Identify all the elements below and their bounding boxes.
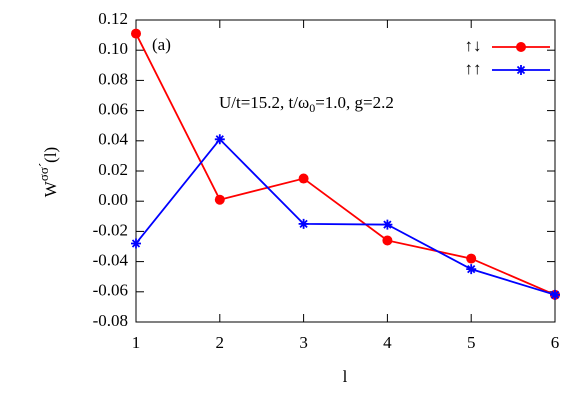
x-tick-label: 2 xyxy=(216,333,225,352)
y-tick-label: -0.04 xyxy=(93,251,129,270)
x-tick-label: 3 xyxy=(299,333,308,352)
y-label-superscript: σσ´ xyxy=(36,163,51,181)
x-axis-label: l xyxy=(343,367,348,386)
marker xyxy=(382,235,393,246)
y-label-tail: (l) xyxy=(41,147,60,163)
y-tick-label: -0.08 xyxy=(93,311,128,330)
marker xyxy=(298,173,309,184)
series-line xyxy=(135,137,556,296)
marker xyxy=(550,289,560,300)
legend-marker xyxy=(516,42,526,52)
marker xyxy=(131,238,141,249)
y-tick-label: 0.02 xyxy=(98,160,128,179)
marker xyxy=(131,28,141,39)
y-tick-label: 0.10 xyxy=(98,39,128,58)
y-tick-label: -0.06 xyxy=(93,281,128,300)
annotation-subscript: 0 xyxy=(309,101,315,115)
y-tick-label: 0.12 xyxy=(98,9,128,28)
y-tick-label: 0.06 xyxy=(98,100,128,119)
marker xyxy=(382,219,393,230)
y-axis-label: Wσσ´(l) xyxy=(36,147,60,197)
marker xyxy=(466,253,477,264)
marker xyxy=(298,218,309,229)
y-tick-label: 0.04 xyxy=(98,130,128,149)
legend-label: ↑↓ xyxy=(465,36,482,55)
panel-label: (a) xyxy=(152,35,171,54)
annotation: U/t=15.2, t/ω0=1.0, g=2.2 xyxy=(219,93,394,115)
y-tick-label: -0.02 xyxy=(93,220,128,239)
x-tick-label: 1 xyxy=(132,333,141,352)
annotation-text: U/t=15.2, t/ω xyxy=(219,93,309,112)
marker xyxy=(214,194,225,205)
x-tick-label: 6 xyxy=(551,333,560,352)
legend-label: ↑↑ xyxy=(465,59,482,78)
x-tick-label: 5 xyxy=(467,333,476,352)
legend-marker xyxy=(516,65,526,75)
series-line xyxy=(135,33,556,296)
x-tick-label: 4 xyxy=(383,333,392,352)
plot-frame xyxy=(135,19,556,323)
marker xyxy=(466,264,477,275)
y-tick-label: 0.00 xyxy=(98,190,128,209)
annotation-text: =1.0, g=2.2 xyxy=(315,93,394,112)
y-label-base: W xyxy=(41,180,60,197)
marker xyxy=(214,134,225,145)
y-tick-label: 0.08 xyxy=(98,69,128,88)
